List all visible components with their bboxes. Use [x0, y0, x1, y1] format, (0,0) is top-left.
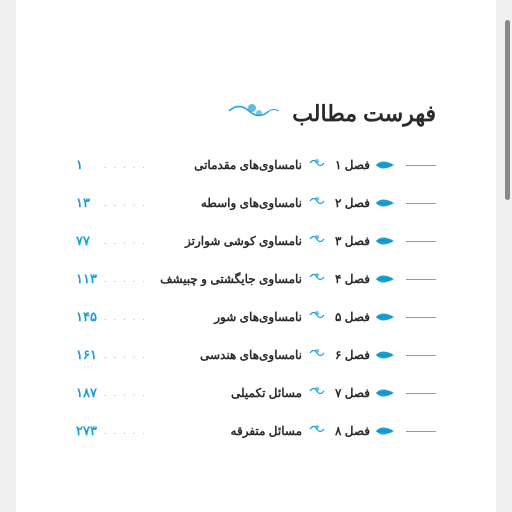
leader-dots: . . . . . .	[104, 236, 144, 247]
chapter-label: فصل ۶	[328, 348, 370, 362]
toc-row: ۱۴۵. . . . . .نامساوی‌های شور فصل ۵	[76, 305, 436, 329]
swirl-icon	[306, 383, 328, 403]
chapter-label: فصل ۱	[328, 158, 370, 172]
leader-dots: . . . . . .	[104, 274, 144, 285]
scrollbar[interactable]	[505, 20, 510, 200]
leader-line	[406, 279, 436, 280]
chapter-title: نامساوی‌های شور	[144, 310, 306, 324]
page-number: ۱۸۷	[76, 385, 104, 401]
leaf-icon	[370, 158, 400, 172]
page-number: ۷۷	[76, 233, 104, 249]
swirl-icon	[306, 155, 328, 175]
leaf-icon	[370, 234, 400, 248]
chapter-label: فصل ۷	[328, 386, 370, 400]
toc-row: ۱۸۷. . . . . .مسائل تکمیلی فصل ۷	[76, 381, 436, 405]
leader-dots: . . . . . .	[104, 198, 144, 209]
flourish-icon	[224, 100, 284, 128]
leaf-icon	[370, 386, 400, 400]
leaf-icon	[370, 424, 400, 438]
leader-line	[406, 203, 436, 204]
leader-line	[406, 431, 436, 432]
chapter-title: نامساوی‌های واسطه	[144, 196, 306, 210]
chapter-label: فصل ۳	[328, 234, 370, 248]
leader-dots: . . . . . .	[104, 426, 144, 437]
chapter-title: نامساوی‌های هندسی	[144, 348, 306, 362]
page-number: ۱۳	[76, 195, 104, 211]
chapter-title: نامساوی کوشی شوارتز	[144, 234, 306, 248]
leader-dots: . . . . . .	[104, 312, 144, 323]
page-title: فهرست مطالب	[292, 101, 436, 127]
toc-row: ۷۷. . . . . .نامساوی کوشی شوارتز فصل ۳	[76, 229, 436, 253]
title-row: فهرست مطالب	[76, 100, 436, 128]
swirl-icon	[306, 421, 328, 441]
leader-dots: . . . . . .	[104, 388, 144, 399]
table-of-contents: ۱. . . . . .نامساوی‌های مقدماتیفصل ۱۱۳. …	[76, 153, 436, 443]
chapter-title: نامساوی جایگشتی و چبیشف	[144, 272, 306, 286]
chapter-title: مسائل متفرقه	[144, 424, 306, 438]
swirl-icon	[306, 193, 328, 213]
chapter-label: فصل ۲	[328, 196, 370, 210]
leader-dots: . . . . . .	[104, 160, 144, 171]
page-number: ۱۶۱	[76, 347, 104, 363]
document-page: فهرست مطالب ۱. . . . . .نامساوی‌های مقدم…	[16, 0, 496, 512]
page-number: ۲۷۳	[76, 423, 104, 439]
chapter-title: مسائل تکمیلی	[144, 386, 306, 400]
leaf-icon	[370, 196, 400, 210]
swirl-icon	[306, 307, 328, 327]
leader-line	[406, 317, 436, 318]
swirl-icon	[306, 231, 328, 251]
leaf-icon	[370, 348, 400, 362]
toc-row: ۲۷۳. . . . . .مسائل متفرقه فصل ۸	[76, 419, 436, 443]
chapter-label: فصل ۵	[328, 310, 370, 324]
swirl-icon	[306, 345, 328, 365]
toc-row: ۱۶۱. . . . . .نامساوی‌های هندسی فصل ۶	[76, 343, 436, 367]
leaf-icon	[370, 272, 400, 286]
page-number: ۱۴۵	[76, 309, 104, 325]
leader-dots: . . . . . .	[104, 350, 144, 361]
page-number: ۱	[76, 157, 104, 173]
swirl-icon	[306, 269, 328, 289]
chapter-label: فصل ۴	[328, 272, 370, 286]
page-number: ۱۱۳	[76, 271, 104, 287]
leader-line	[406, 393, 436, 394]
leader-line	[406, 241, 436, 242]
chapter-label: فصل ۸	[328, 424, 370, 438]
leader-line	[406, 355, 436, 356]
toc-row: ۱. . . . . .نامساوی‌های مقدماتی فصل ۱	[76, 153, 436, 177]
toc-row: ۱۳. . . . . .نامساوی‌های واسطه فصل ۲	[76, 191, 436, 215]
toc-row: ۱۱۳. . . . . .نامساوی جایگشتی و چبیشف فصل…	[76, 267, 436, 291]
leader-line	[406, 165, 436, 166]
chapter-title: نامساوی‌های مقدماتی	[144, 158, 306, 172]
leaf-icon	[370, 310, 400, 324]
